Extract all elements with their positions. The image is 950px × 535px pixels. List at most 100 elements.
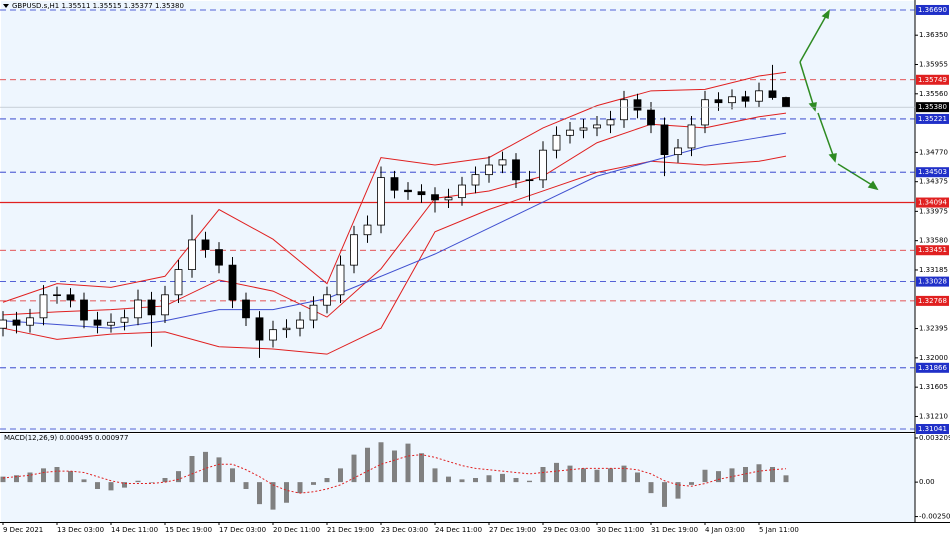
- arrow: [799, 15, 827, 63]
- candle-body: [80, 299, 88, 321]
- level-label: 1.33028: [918, 278, 947, 286]
- candle-body: [714, 99, 723, 104]
- macd-bar: [662, 482, 667, 507]
- macd-bar: [257, 482, 262, 505]
- arrowhead: [821, 9, 831, 20]
- candle-body: [174, 269, 183, 296]
- y-tick-label: 1.35560: [919, 90, 948, 98]
- candle-body: [579, 127, 588, 131]
- candle-body: [782, 97, 790, 108]
- candle-body: [390, 177, 399, 191]
- y-tick-label: -0.002505: [919, 513, 950, 521]
- x-tick-label: 24 Dec 11:00: [435, 526, 482, 534]
- x-tick-label: 5 Jan 11:00: [759, 526, 799, 534]
- candle-body: [93, 319, 102, 326]
- macd-bar: [473, 478, 478, 483]
- x-tick-label: 21 Dec 19:00: [327, 526, 374, 534]
- macd-bar: [608, 468, 613, 483]
- candle-body: [512, 159, 520, 181]
- candle-body: [728, 96, 736, 104]
- macd-bar: [716, 471, 721, 483]
- macd-bar: [324, 478, 330, 483]
- macd-bar: [581, 468, 586, 483]
- level-label: 1.35221: [918, 115, 947, 123]
- candle-body: [323, 294, 331, 306]
- level-label-box: [916, 167, 949, 178]
- candle-body: [215, 249, 223, 266]
- macd-bar: [446, 476, 451, 483]
- x-tick-label: 27 Dec 19:00: [489, 526, 536, 534]
- y-tick-label: 1.35955: [919, 60, 948, 68]
- candle-body: [228, 264, 237, 301]
- macd-bar: [189, 456, 195, 483]
- macd-bar: [0, 476, 6, 483]
- x-tick-label: 29 Dec 03:00: [543, 526, 590, 534]
- x-tick-label: 13 Dec 03:00: [57, 526, 104, 534]
- arrow: [817, 112, 834, 156]
- macd-panel: [1, 434, 915, 522]
- x-tick-label: 23 Dec 03:00: [381, 526, 428, 534]
- macd-bar: [149, 482, 154, 483]
- macd-bar: [554, 462, 559, 483]
- candle-body: [134, 299, 142, 319]
- candle-body: [660, 124, 669, 156]
- y-tick-label: 1.33185: [919, 266, 948, 274]
- macd-bar: [338, 468, 343, 483]
- arrow: [837, 163, 873, 186]
- macd-bar: [540, 467, 546, 483]
- candle-body: [363, 224, 372, 236]
- candle-body: [120, 317, 129, 323]
- candle-body: [417, 191, 426, 196]
- candle-body: [282, 327, 291, 331]
- macd-bar: [68, 471, 73, 483]
- macd-bar: [419, 453, 424, 483]
- x-tick-label: 17 Dec 03:00: [219, 526, 266, 534]
- macd-bar: [54, 467, 60, 483]
- macd-bar: [122, 482, 127, 488]
- macd-bar: [14, 475, 19, 483]
- macd-title: MACD(12,26,9) 0.000495 0.000977: [4, 434, 128, 442]
- overlay-line: [2, 155, 787, 355]
- candle-body: [768, 90, 777, 98]
- macd-bar: [297, 482, 303, 494]
- arrow: [799, 61, 814, 105]
- macd-bar: [500, 473, 505, 483]
- macd-bar: [621, 465, 627, 483]
- macd-bar: [270, 482, 276, 510]
- candle-body: [552, 134, 561, 151]
- candle-body: [674, 147, 682, 156]
- candle-body: [566, 129, 574, 136]
- candle-body: [107, 321, 115, 326]
- level-label: 1.31866: [918, 364, 947, 372]
- candle-body: [161, 294, 169, 316]
- candle-body: [431, 194, 439, 201]
- macd-bar: [108, 482, 114, 491]
- last-price-label: 1.35380: [918, 103, 947, 111]
- level-label-box: [916, 4, 949, 15]
- y-tick-label: 1.32000: [919, 354, 948, 362]
- y-tick-label: 0.003209: [919, 434, 950, 442]
- macd-bar: [81, 479, 87, 483]
- macd-bar: [216, 457, 222, 483]
- candle-body: [741, 96, 750, 102]
- macd-bar: [176, 471, 181, 483]
- candle-body: [26, 317, 34, 326]
- y-tick-label: 0.00: [919, 478, 935, 486]
- level-label-box: [916, 74, 949, 85]
- macd-signal: [2, 454, 787, 494]
- x-tick-label: 31 Dec 19:00: [651, 526, 698, 534]
- candle-body: [404, 189, 412, 193]
- candle-body: [701, 99, 709, 126]
- level-label-box: [916, 245, 949, 256]
- macd-bar: [729, 468, 735, 483]
- candle-body: [620, 99, 628, 121]
- level-label-box: [916, 423, 949, 434]
- candle-body: [39, 294, 48, 319]
- chart-title: GBPUSD.s,H1 1.35511 1.35515 1.35377 1.35…: [12, 2, 184, 10]
- level-label: 1.33451: [918, 246, 947, 254]
- level-label-box: [916, 197, 949, 208]
- overlay-line: [2, 71, 787, 303]
- macd-bar: [567, 465, 573, 483]
- candle-body: [188, 239, 196, 270]
